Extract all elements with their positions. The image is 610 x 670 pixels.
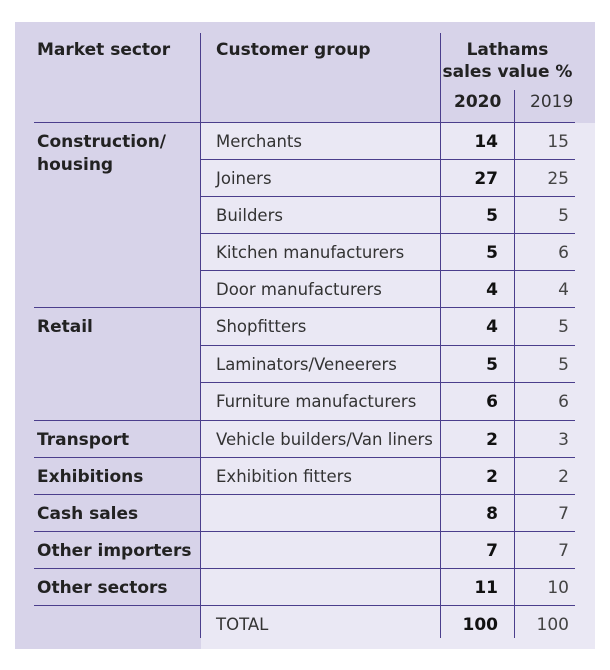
header-sales-line2: sales value % — [442, 62, 573, 82]
value-2020: 8 — [486, 504, 498, 524]
value-2019: 4 — [558, 280, 569, 300]
value-2019: 7 — [558, 504, 569, 524]
value-2020: 11 — [474, 578, 498, 598]
total-value-2019: 100 — [536, 615, 569, 635]
sector-other-sectors: Other sectors — [37, 578, 168, 598]
customer-group-cell: Shopfitters — [216, 317, 307, 336]
header-market-sector: Market sector — [37, 40, 171, 60]
customer-group-cell: Vehicle builders/Van liners — [216, 430, 433, 449]
value-2020: 14 — [474, 132, 498, 152]
value-2019: 15 — [547, 132, 569, 152]
sector-transport: Transport — [37, 430, 130, 450]
value-2019: 5 — [558, 355, 569, 375]
column-divider — [440, 33, 441, 638]
row-divider — [200, 159, 575, 160]
header-sales-line1: Lathams — [466, 40, 549, 60]
value-2019: 5 — [558, 317, 569, 337]
row-divider — [34, 420, 575, 421]
row-divider — [34, 122, 575, 123]
total-value-2020: 100 — [462, 615, 499, 635]
total-label: TOTAL — [216, 615, 269, 634]
value-2019: 6 — [558, 243, 569, 263]
row-divider — [200, 270, 575, 271]
value-2020: 6 — [486, 392, 498, 412]
row-divider — [200, 233, 575, 234]
row-divider — [34, 494, 575, 495]
value-2020: 7 — [486, 541, 498, 561]
value-2020: 4 — [486, 317, 498, 337]
row-divider — [34, 307, 575, 308]
value-2020: 27 — [474, 169, 498, 189]
value-2019: 2 — [558, 467, 569, 487]
value-2019: 7 — [558, 541, 569, 561]
customer-group-cell: Laminators/Veneerers — [216, 355, 397, 374]
row-divider — [34, 605, 575, 606]
row-divider — [34, 457, 575, 458]
row-divider — [200, 345, 575, 346]
row-divider — [34, 568, 575, 569]
value-2019: 3 — [558, 430, 569, 450]
row-divider — [200, 196, 575, 197]
header-year-2020: 2020 — [454, 92, 502, 112]
table-body-background — [201, 123, 595, 649]
value-2019: 6 — [558, 392, 569, 412]
value-2019: 25 — [547, 169, 569, 189]
sector-cash-sales: Cash sales — [37, 504, 139, 524]
value-2019: 5 — [558, 206, 569, 226]
column-divider — [514, 90, 515, 638]
row-divider — [34, 531, 575, 532]
sector-construction-line2: housing — [37, 155, 114, 175]
column-divider — [200, 33, 201, 638]
customer-group-cell: Joiners — [216, 169, 272, 188]
sector-other-importers: Other importers — [37, 541, 192, 561]
value-2020: 5 — [486, 206, 498, 226]
header-year-2019: 2019 — [530, 92, 574, 112]
customer-group-cell: Builders — [216, 206, 283, 225]
customer-group-cell: Exhibition fitters — [216, 467, 353, 486]
value-2020: 2 — [486, 467, 498, 487]
header-customer-group: Customer group — [216, 40, 371, 60]
sector-construction-line1: Construction/ — [37, 132, 167, 152]
customer-group-cell: Kitchen manufacturers — [216, 243, 405, 262]
sector-exhibitions: Exhibitions — [37, 467, 144, 487]
value-2020: 2 — [486, 430, 498, 450]
customer-group-cell: Furniture manufacturers — [216, 392, 417, 411]
value-2020: 5 — [486, 243, 498, 263]
value-2020: 4 — [486, 280, 498, 300]
customer-group-cell: Door manufacturers — [216, 280, 382, 299]
value-2020: 5 — [486, 355, 498, 375]
customer-group-cell: Merchants — [216, 132, 302, 151]
sector-retail: Retail — [37, 317, 93, 337]
value-2019: 10 — [547, 578, 569, 598]
row-divider — [200, 382, 575, 383]
